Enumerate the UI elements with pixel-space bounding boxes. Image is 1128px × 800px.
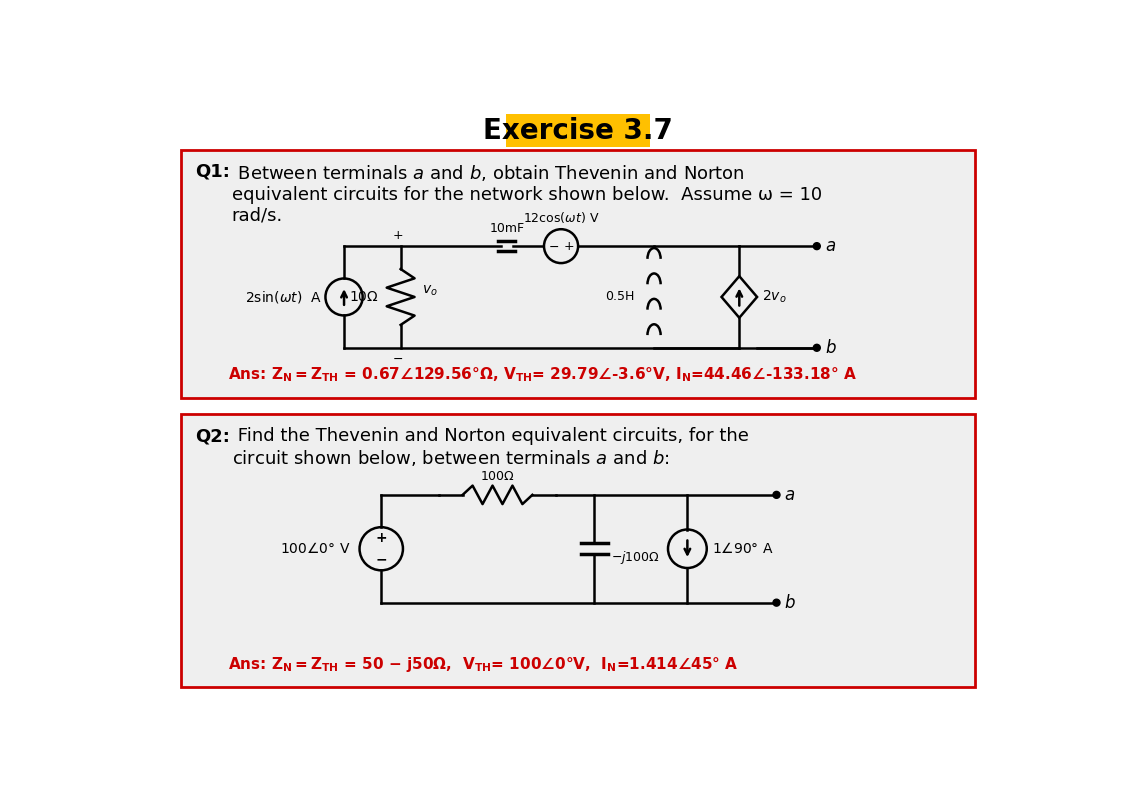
Text: $2\sin(\omega t)$  A: $2\sin(\omega t)$ A — [245, 289, 321, 305]
Text: Ans: $\mathbf{Z_N = Z_{TH}}$ = 0.67∠129.56°Ω, $\mathbf{V_{TH}}$= 29.79∠-3.6°V, $: Ans: $\mathbf{Z_N = Z_{TH}}$ = 0.67∠129.… — [228, 366, 857, 384]
Text: Exercise 3.7: Exercise 3.7 — [483, 117, 673, 145]
Text: $b$: $b$ — [825, 338, 836, 357]
Text: Between terminals $a$ and $b$, obtain Thevenin and Norton
equivalent circuits fo: Between terminals $a$ and $b$, obtain Th… — [231, 163, 822, 225]
Text: +: + — [376, 531, 387, 546]
Text: $v_o$: $v_o$ — [422, 284, 438, 298]
Text: $100\Omega$: $100\Omega$ — [481, 470, 515, 483]
Text: 10mF: 10mF — [490, 222, 525, 235]
Text: $-j100\Omega$: $-j100\Omega$ — [611, 550, 660, 566]
Text: $2v_o$: $2v_o$ — [763, 289, 786, 305]
Circle shape — [773, 599, 779, 606]
Text: −: − — [376, 552, 387, 566]
Text: 0.5H: 0.5H — [606, 290, 635, 303]
FancyBboxPatch shape — [182, 150, 975, 398]
Text: +: + — [563, 240, 574, 253]
Text: +: + — [393, 229, 403, 242]
Text: $a$: $a$ — [825, 237, 836, 255]
Text: $100\angle0°$ V: $100\angle0°$ V — [280, 542, 351, 556]
Text: $-$: $-$ — [391, 353, 403, 366]
Text: Find the Thevenin and Norton equivalent circuits, for the
circuit shown below, b: Find the Thevenin and Norton equivalent … — [231, 427, 749, 468]
Text: $-$: $-$ — [548, 240, 559, 253]
Text: $12\cos(\omega t)$ V: $12\cos(\omega t)$ V — [522, 210, 599, 226]
Text: $a$: $a$ — [784, 486, 795, 504]
Circle shape — [813, 242, 820, 250]
FancyBboxPatch shape — [506, 114, 650, 147]
Text: Ans: $\mathbf{Z_N = Z_{TH}}$ = 50 − j50Ω,  $\mathbf{V_{TH}}$= 100∠0°V,  $\mathbf: Ans: $\mathbf{Z_N = Z_{TH}}$ = 50 − j50Ω… — [228, 654, 739, 674]
Circle shape — [813, 344, 820, 351]
Text: $b$: $b$ — [784, 594, 796, 612]
FancyBboxPatch shape — [182, 414, 975, 687]
Text: Q2:: Q2: — [195, 427, 230, 445]
Circle shape — [773, 491, 779, 498]
Text: $10\Omega$: $10\Omega$ — [350, 290, 379, 304]
Text: Q1:: Q1: — [195, 163, 230, 181]
Text: $1\angle90°$ A: $1\angle90°$ A — [712, 542, 774, 556]
